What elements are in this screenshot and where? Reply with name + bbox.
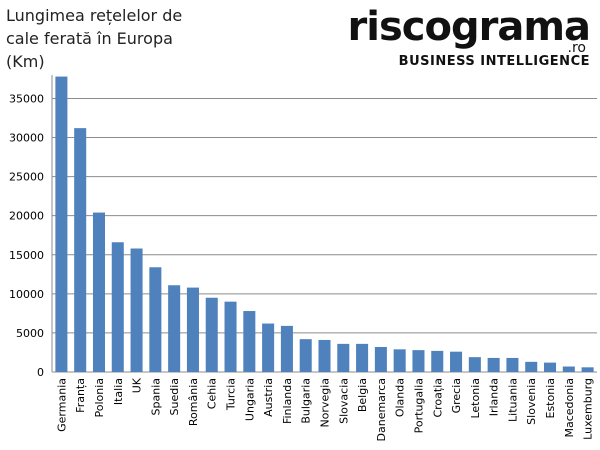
x-tick-label: Croația	[431, 378, 444, 418]
bar	[468, 357, 481, 372]
x-tick-label: Slovenia	[525, 378, 538, 425]
x-tick-label: Germania	[55, 378, 68, 432]
y-tick-label: 20000	[9, 210, 44, 223]
x-tick-label: Lituania	[506, 378, 519, 422]
bar	[337, 343, 350, 372]
x-tick-label: UK	[131, 377, 144, 393]
bar	[525, 361, 538, 372]
logo-name: riscograma	[347, 4, 591, 50]
bar	[111, 242, 124, 372]
bar	[262, 323, 275, 372]
bar	[299, 339, 312, 372]
x-tick-label: Finlanda	[281, 378, 294, 424]
x-tick-label: Bulgaria	[300, 378, 313, 424]
y-tick-label: 25000	[9, 171, 44, 184]
x-tick-label: Polonia	[93, 378, 106, 418]
x-tick-label: Luxemburg	[582, 378, 595, 440]
logo: riscograma .ro BUSINESS INTELLIGENCE	[347, 4, 591, 69]
bar	[506, 357, 519, 372]
bar	[55, 76, 68, 372]
x-tick-label: Ungaria	[243, 378, 256, 421]
y-tick-label: 15000	[9, 249, 44, 262]
chart-title: Lungimea rețelelor de cale ferată în Eur…	[6, 6, 183, 71]
bar	[168, 285, 181, 372]
bar	[393, 349, 406, 372]
x-tick-label: Olanda	[394, 378, 407, 417]
y-tick-label: 5000	[16, 327, 44, 340]
bar	[130, 248, 143, 372]
x-tick-label: Austria	[262, 378, 275, 417]
bar	[243, 311, 256, 372]
x-tick-label: Macedonia	[563, 378, 576, 438]
bar	[450, 351, 463, 372]
x-tick-label: Letonia	[469, 378, 482, 419]
bar	[374, 346, 387, 372]
x-tick-label: Estonia	[544, 378, 557, 419]
y-tick-label: 0	[37, 366, 44, 379]
x-tick-label: Spania	[149, 378, 162, 415]
x-tick-label: Irlanda	[488, 378, 501, 416]
x-tick-label: Italia	[112, 378, 125, 405]
x-tick-label: Danemarca	[375, 378, 388, 441]
x-tick-label: Franța	[74, 378, 87, 413]
x-tick-label: Norvegia	[319, 378, 332, 428]
bar	[318, 339, 331, 372]
bar	[544, 362, 557, 372]
y-tick-label: 35000	[9, 92, 44, 105]
x-tick-label: Suedia	[168, 378, 181, 416]
bar	[74, 128, 87, 372]
bar	[562, 366, 575, 372]
bar	[412, 350, 425, 372]
y-tick-label: 30000	[9, 132, 44, 145]
logo-domain: .ro	[567, 40, 586, 56]
x-tick-label: Slovacia	[337, 378, 350, 424]
x-tick-label: România	[187, 378, 200, 426]
x-tick-label: Portugalia	[412, 378, 425, 433]
x-tick-label: Belgia	[356, 378, 369, 412]
x-tick-label: Cehia	[206, 378, 219, 409]
bar	[280, 325, 293, 372]
logo-tagline: BUSINESS INTELLIGENCE	[398, 54, 590, 69]
x-tick-label: Turcia	[225, 378, 238, 411]
y-tick-label: 10000	[9, 288, 44, 301]
bar	[186, 287, 199, 372]
bar	[92, 212, 105, 372]
bar	[431, 350, 444, 372]
bar	[205, 297, 218, 372]
x-tick-label: Grecia	[450, 378, 463, 413]
bar	[356, 343, 369, 372]
bar	[581, 367, 594, 372]
bar	[149, 267, 162, 372]
bar	[487, 357, 500, 372]
bar	[224, 301, 237, 372]
